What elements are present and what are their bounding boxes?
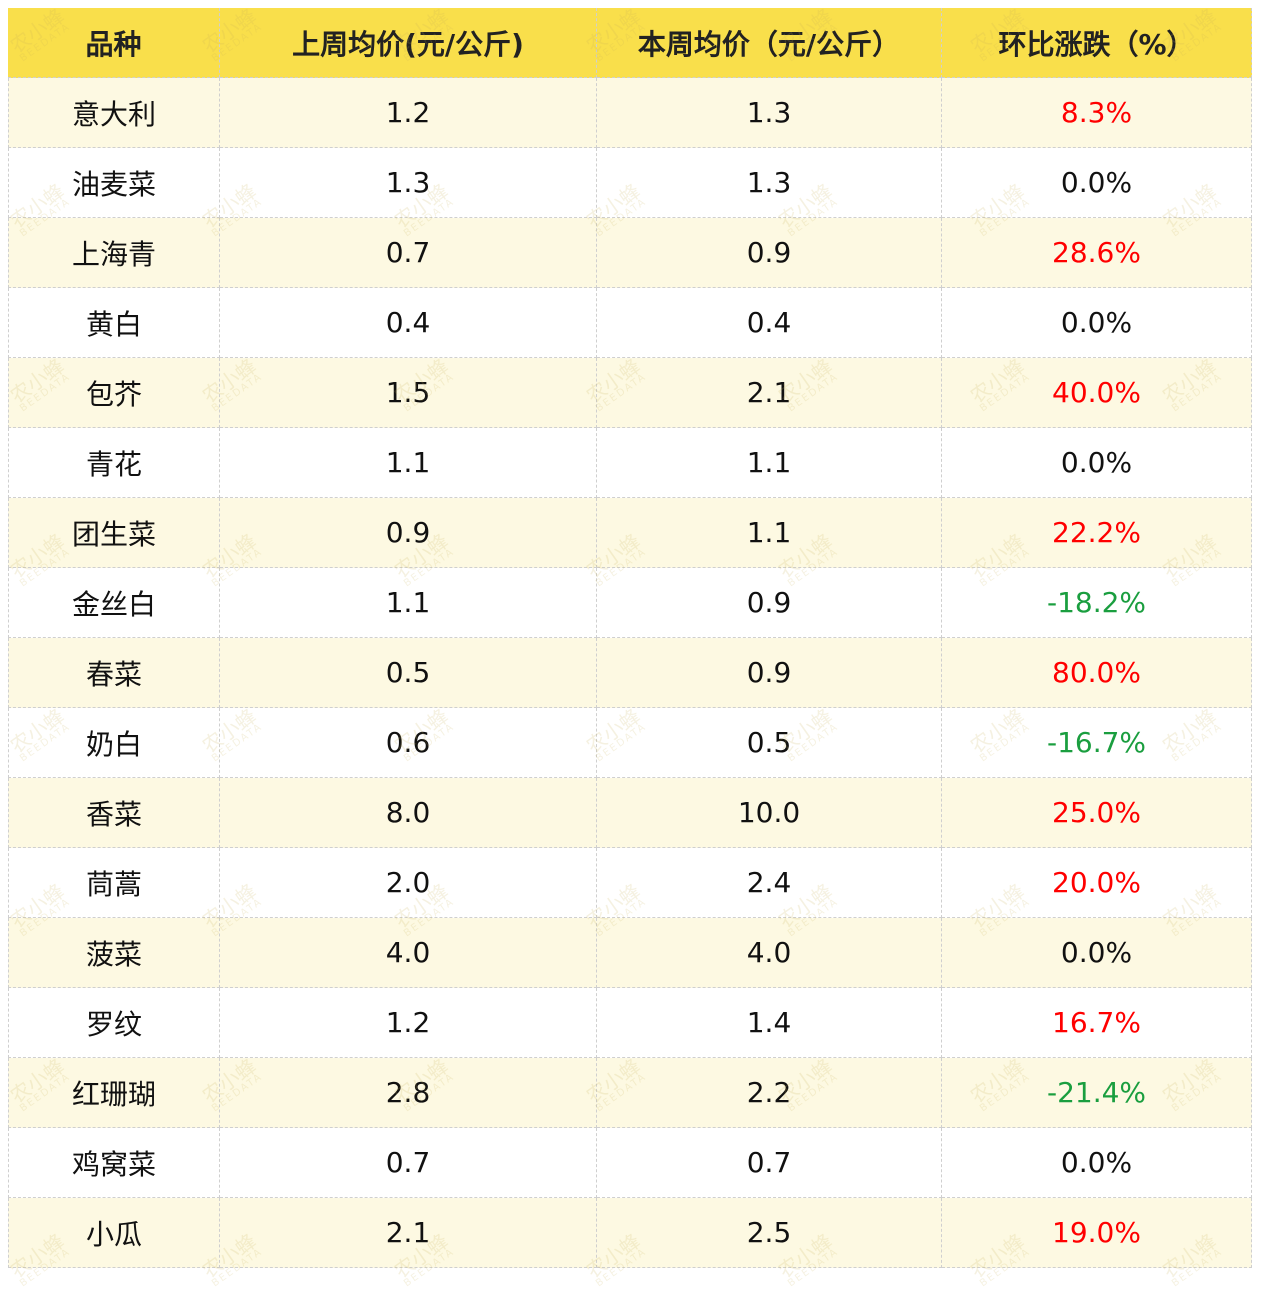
- table-cell: 意大利: [8, 78, 220, 148]
- table-cell: 0.0%: [942, 148, 1252, 218]
- table-cell: 25.0%: [942, 778, 1252, 848]
- table-cell: 0.0%: [942, 1128, 1252, 1198]
- table-cell: 0.0%: [942, 918, 1252, 988]
- table-cell: 0.9: [220, 498, 597, 568]
- table-cell: 0.7: [597, 1128, 942, 1198]
- table-cell: 上海青: [8, 218, 220, 288]
- table-cell: 0.7: [220, 218, 597, 288]
- table-cell: 小瓜: [8, 1198, 220, 1268]
- table-cell: 2.1: [597, 358, 942, 428]
- table-cell: 红珊瑚: [8, 1058, 220, 1128]
- table-cell: -21.4%: [942, 1058, 1252, 1128]
- table-cell: 香菜: [8, 778, 220, 848]
- table-cell: 春菜: [8, 638, 220, 708]
- table-cell: 0.5: [597, 708, 942, 778]
- table-cell: 0.9: [597, 638, 942, 708]
- header-cell: 本周均价（元/公斤）: [597, 8, 942, 78]
- table-cell: 1.3: [597, 148, 942, 218]
- table-cell: 20.0%: [942, 848, 1252, 918]
- table-cell: 1.1: [220, 428, 597, 498]
- table-cell: 0.7: [220, 1128, 597, 1198]
- table-cell: 40.0%: [942, 358, 1252, 428]
- table-cell: 22.2%: [942, 498, 1252, 568]
- table-cell: 团生菜: [8, 498, 220, 568]
- table-cell: 0.4: [220, 288, 597, 358]
- table-cell: 1.5: [220, 358, 597, 428]
- table-cell: 1.1: [597, 498, 942, 568]
- table-cell: 80.0%: [942, 638, 1252, 708]
- table-cell: 1.3: [220, 148, 597, 218]
- table-cell: 8.3%: [942, 78, 1252, 148]
- header-cell: 品种: [8, 8, 220, 78]
- table-cell: 油麦菜: [8, 148, 220, 218]
- table-cell: 0.0%: [942, 288, 1252, 358]
- table-cell: 包芥: [8, 358, 220, 428]
- table-cell: 金丝白: [8, 568, 220, 638]
- table-cell: 0.9: [597, 568, 942, 638]
- table-cell: 奶白: [8, 708, 220, 778]
- table-cell: 鸡窝菜: [8, 1128, 220, 1198]
- table-cell: 2.8: [220, 1058, 597, 1128]
- table-cell: 0.6: [220, 708, 597, 778]
- table-cell: 4.0: [220, 918, 597, 988]
- table-cell: 28.6%: [942, 218, 1252, 288]
- table-cell: 1.3: [597, 78, 942, 148]
- table-cell: 1.2: [220, 78, 597, 148]
- table-cell: 2.4: [597, 848, 942, 918]
- header-cell: 上周均价(元/公斤): [220, 8, 597, 78]
- table-cell: 1.4: [597, 988, 942, 1058]
- table-cell: 2.0: [220, 848, 597, 918]
- table-cell: 0.0%: [942, 428, 1252, 498]
- table-cell: 1.2: [220, 988, 597, 1058]
- table-cell: 19.0%: [942, 1198, 1252, 1268]
- table-cell: 16.7%: [942, 988, 1252, 1058]
- table-cell: 10.0: [597, 778, 942, 848]
- header-cell: 环比涨跌（%）: [942, 8, 1252, 78]
- table-cell: 8.0: [220, 778, 597, 848]
- table-cell: 2.5: [597, 1198, 942, 1268]
- table-cell: 菠菜: [8, 918, 220, 988]
- table-cell: 茼蒿: [8, 848, 220, 918]
- table-cell: 0.4: [597, 288, 942, 358]
- table-cell: 2.1: [220, 1198, 597, 1268]
- table-cell: 青花: [8, 428, 220, 498]
- table-cell: -16.7%: [942, 708, 1252, 778]
- table-cell: 4.0: [597, 918, 942, 988]
- table-cell: 罗纹: [8, 988, 220, 1058]
- table-cell: 2.2: [597, 1058, 942, 1128]
- table-cell: 0.9: [597, 218, 942, 288]
- table-cell: 黄白: [8, 288, 220, 358]
- table-cell: 1.1: [597, 428, 942, 498]
- table-cell: 0.5: [220, 638, 597, 708]
- table-cell: 1.1: [220, 568, 597, 638]
- table-cell: -18.2%: [942, 568, 1252, 638]
